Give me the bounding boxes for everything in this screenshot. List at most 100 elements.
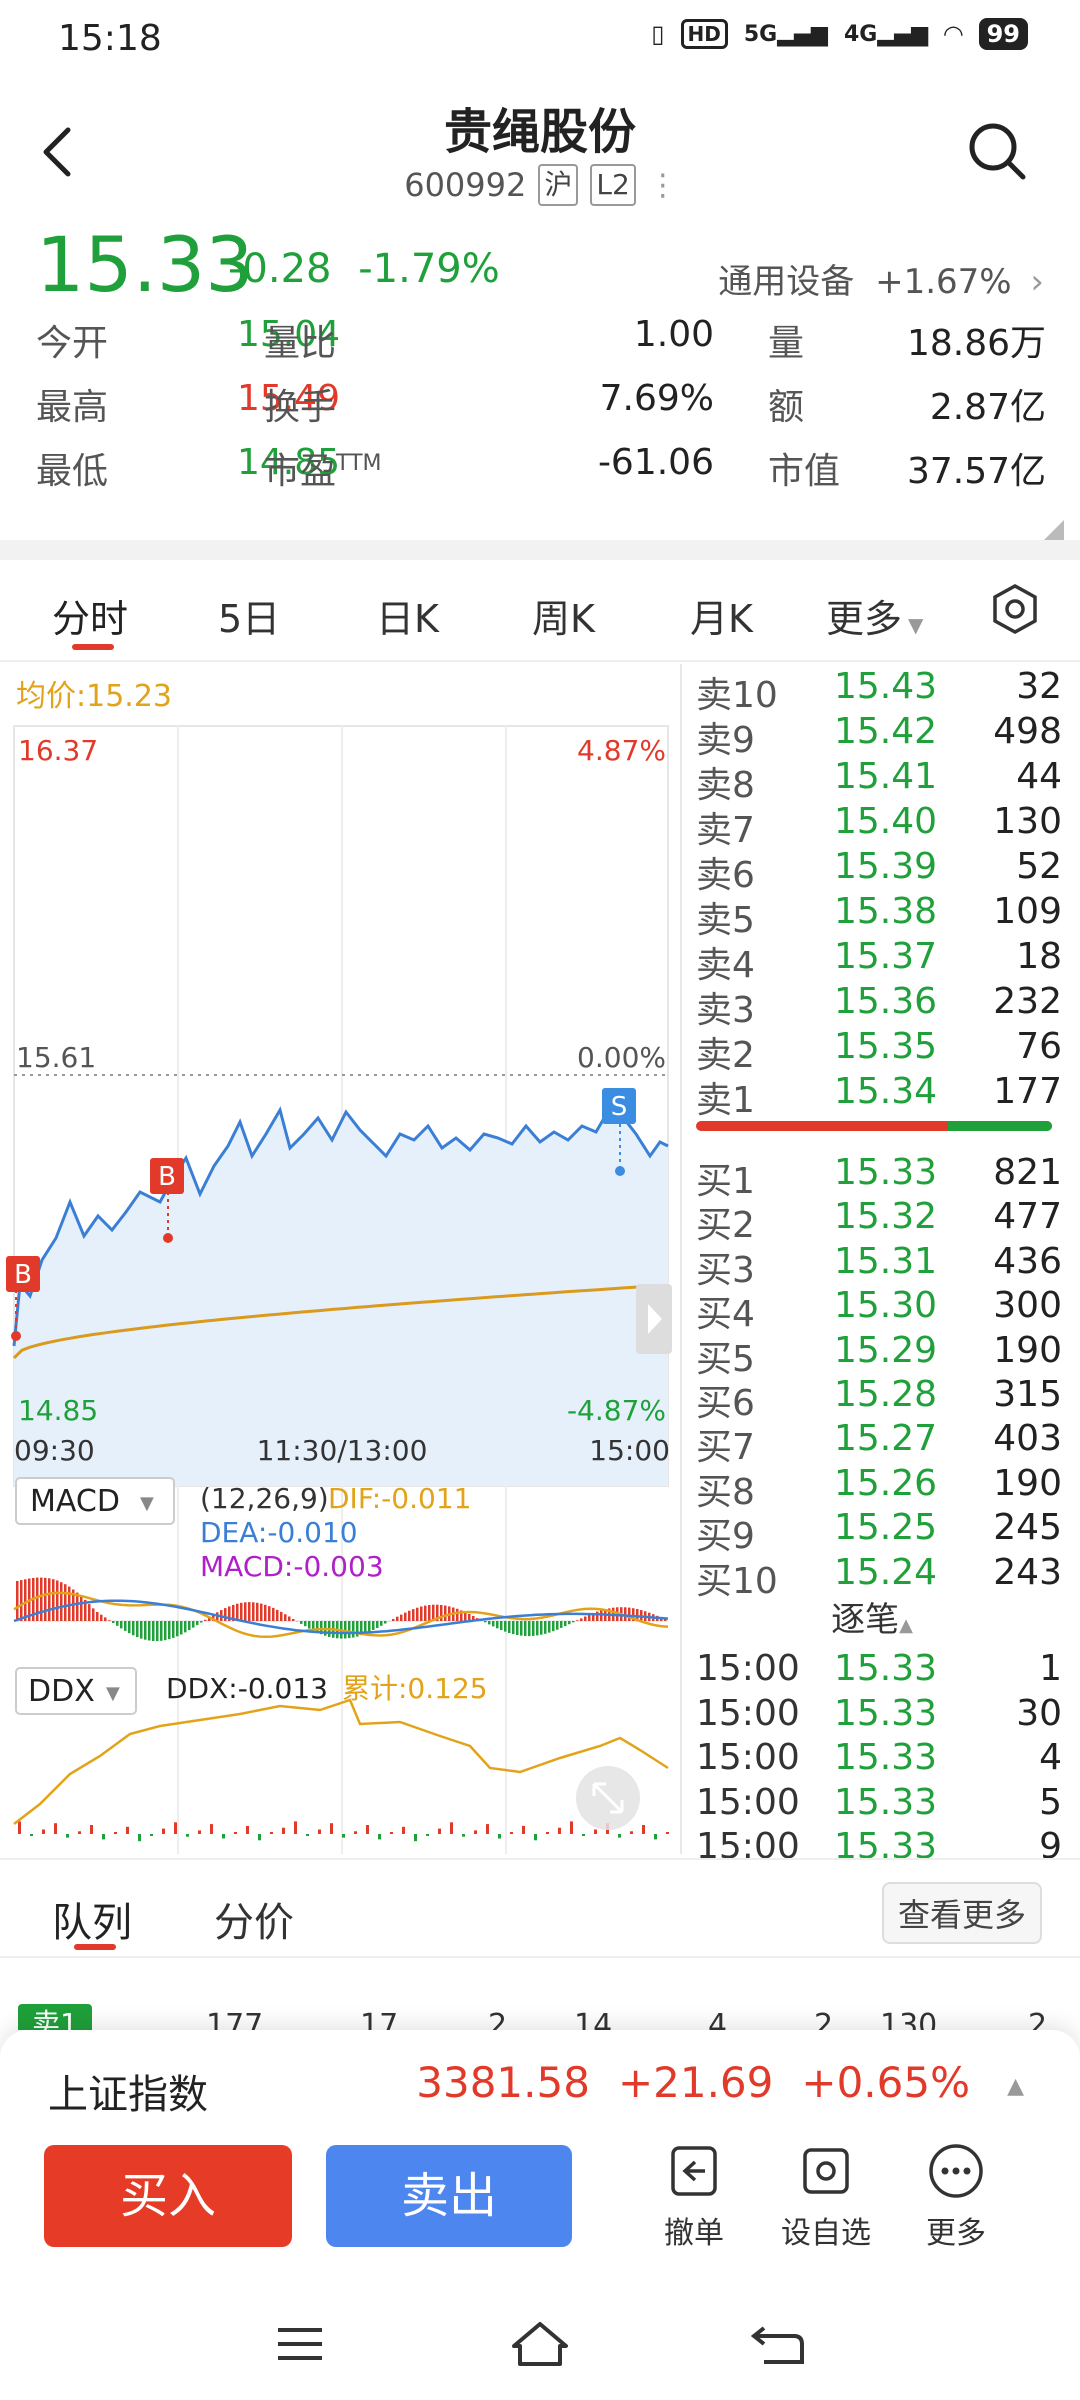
ask-row[interactable]: 卖5 15.38 109 <box>696 891 1076 941</box>
stat-label: 市盈TTM <box>264 451 382 492</box>
bid-row[interactable]: 买2 15.32 477 <box>696 1196 1076 1246</box>
tab-monthly-k[interactable]: 月K <box>690 597 753 641</box>
bid-row[interactable]: 买8 15.26 190 <box>696 1463 1076 1513</box>
ddx-selector[interactable] <box>15 1667 137 1715</box>
tick-time: 15:00 <box>696 1826 800 1868</box>
bid-price: 15.29 <box>834 1329 938 1371</box>
back-nav-icon[interactable] <box>750 2322 806 2366</box>
bid-row[interactable]: 买4 15.30 300 <box>696 1285 1076 1335</box>
bid-level: 买6 <box>696 1383 755 1424</box>
ask-row[interactable]: 卖1 15.34 177 <box>696 1071 1076 1121</box>
bid-qty: 245 <box>993 1507 1062 1549</box>
signal-4g-icon: 4G▂▄▆ <box>843 21 929 47</box>
ask-row[interactable]: 卖6 15.39 52 <box>696 846 1076 896</box>
home-icon[interactable] <box>510 2320 570 2368</box>
bid-price: 15.28 <box>834 1374 938 1415</box>
bid-row[interactable]: 买3 15.31 436 <box>696 1241 1076 1291</box>
active-tab-indicator <box>72 644 114 650</box>
stat-value: 18.86万 <box>906 323 1046 364</box>
ask-row[interactable]: 卖2 15.35 76 <box>696 1026 1076 1076</box>
buy-marker-label: B <box>14 1260 32 1290</box>
menu-icon[interactable] <box>276 2324 324 2364</box>
index-name[interactable]: 上证指数 <box>48 2072 208 2118</box>
level2-tag[interactable]: L2 <box>590 164 636 206</box>
ask-row[interactable]: 卖4 15.37 18 <box>696 936 1076 986</box>
bid-row[interactable]: 买6 15.28 315 <box>696 1374 1076 1424</box>
tick-time: 15:00 <box>696 1781 800 1823</box>
cancel-order-button[interactable]: 撤单 <box>644 2142 744 2252</box>
tick-price: 15.33 <box>834 1781 938 1823</box>
back-arrow-icon[interactable] <box>40 124 74 190</box>
stats-row: 最低 14.85 市盈TTM -61.06 市值 37.57亿 <box>36 442 1046 506</box>
ask-row[interactable]: 卖9 15.42 498 <box>696 711 1076 761</box>
macd-label: MACD <box>30 1484 120 1519</box>
more-actions-button[interactable]: 更多 <box>906 2142 1006 2252</box>
stat-value: 15.49 <box>236 378 340 419</box>
ask-row[interactable]: 卖3 15.36 232 <box>696 981 1076 1031</box>
stat-value: 1.00 <box>633 314 714 355</box>
sell-button[interactable]: 卖出 <box>326 2145 572 2247</box>
buy-button[interactable]: 买入 <box>44 2145 292 2247</box>
tab-daily-k[interactable]: 日K <box>376 597 439 641</box>
tab-5day[interactable]: 5日 <box>218 597 281 641</box>
intraday-chart[interactable]: B B S 均价:15.23 16.37 4.87% 15.61 0.00% 1… <box>0 664 674 1854</box>
axis-mid-price: 15.61 <box>16 1041 96 1074</box>
tab-price-dist[interactable]: 分价 <box>214 1900 294 1946</box>
view-more-button[interactable]: 查看更多 <box>881 1882 1042 1944</box>
chart-settings-icon[interactable] <box>988 582 1042 636</box>
ask-qty: 177 <box>993 1071 1062 1112</box>
stat-value: 2.87亿 <box>929 387 1046 428</box>
add-watchlist-button[interactable]: 设自选 <box>776 2142 876 2252</box>
index-values: 3381.58 +21.69 +0.65% <box>416 2058 970 2107</box>
stat-label: 最高 <box>36 387 109 428</box>
ddx-value: DDX:-0.013 <box>166 1672 328 1705</box>
stock-header: 贵绳股份 600992 沪 L2 ⋮ <box>0 84 1080 214</box>
bid-row[interactable]: 买5 15.29 190 <box>696 1329 1076 1380</box>
ttm-sup: TTM <box>336 451 382 476</box>
kebab-menu-icon[interactable]: ⋮ <box>647 167 678 203</box>
buy-marker-label: B <box>158 1162 176 1192</box>
ask-row[interactable]: 卖8 15.41 44 <box>696 756 1076 806</box>
tab-queue[interactable]: 队列 <box>52 1900 132 1946</box>
tab-more[interactable]: 更多 ▼ <box>826 597 924 641</box>
search-icon[interactable] <box>966 120 1028 182</box>
tick-time: 15:00 <box>696 1648 800 1689</box>
tab-intraday[interactable]: 分时 <box>52 597 129 641</box>
bid-row[interactable]: 买1 15.33 821 <box>696 1152 1076 1202</box>
status-bar: 15:18 ▯ HD 5G▂▄▆ 4G▂▄▆ ◠ 99 <box>0 0 1080 80</box>
queue-cell: 177 <box>206 2008 264 2030</box>
current-price: 15.33 <box>36 220 254 309</box>
sell-marker-label: S <box>611 1092 628 1122</box>
tab-weekly-k[interactable]: 周K <box>532 597 595 641</box>
ask-row[interactable]: 卖10 15.43 32 <box>696 666 1076 716</box>
macd-params: (12,26,9) <box>200 1482 329 1515</box>
stat-value: -61.06 <box>597 442 714 483</box>
stats-row: 最高 15.49 换手 7.69% 额 2.87亿 <box>36 378 1046 442</box>
more-dots-icon <box>929 2144 983 2198</box>
bid-level: 买9 <box>696 1516 755 1558</box>
ask-level: 卖3 <box>696 990 755 1031</box>
wifi-icon: ◠ <box>944 20 963 48</box>
ask-qty: 232 <box>993 981 1062 1022</box>
stats-row: 今开 15.04 量比 1.00 量 18.86万 <box>36 314 1046 378</box>
ticks-title[interactable]: 逐笔▲ <box>831 1600 913 1640</box>
axis-bot-price: 14.85 <box>18 1394 98 1427</box>
ask-price: 15.43 <box>834 666 938 707</box>
ask-price: 15.41 <box>834 756 938 797</box>
bid-row[interactable]: 买9 15.25 245 <box>696 1507 1076 1557</box>
ask-price: 15.38 <box>834 891 938 932</box>
caret-up-icon[interactable]: ▲ <box>1007 2074 1024 2099</box>
bid-row[interactable]: 买7 15.27 403 <box>696 1418 1076 1468</box>
bid-level: 买10 <box>696 1560 778 1602</box>
ask-row[interactable]: 卖7 15.40 130 <box>696 801 1076 851</box>
sector-link[interactable]: 通用设备 +1.67% › <box>718 254 1044 303</box>
macd-selector[interactable] <box>15 1477 175 1525</box>
queue-cell: 2 <box>1028 2008 1048 2030</box>
bid-row[interactable]: 买10 15.24 243 <box>696 1552 1076 1602</box>
tick-qty: 9 <box>1039 1826 1062 1868</box>
order-book: 卖10 15.43 32 卖9 15.42 498 卖8 15.41 44 卖7 15.40 130 卖… <box>680 664 1080 1867</box>
ask-level: 卖8 <box>696 765 755 806</box>
ask-level: 卖2 <box>696 1035 755 1076</box>
time-mid: 11:30/13:00 <box>257 1434 428 1467</box>
queue-cell: 130 <box>880 2008 938 2030</box>
